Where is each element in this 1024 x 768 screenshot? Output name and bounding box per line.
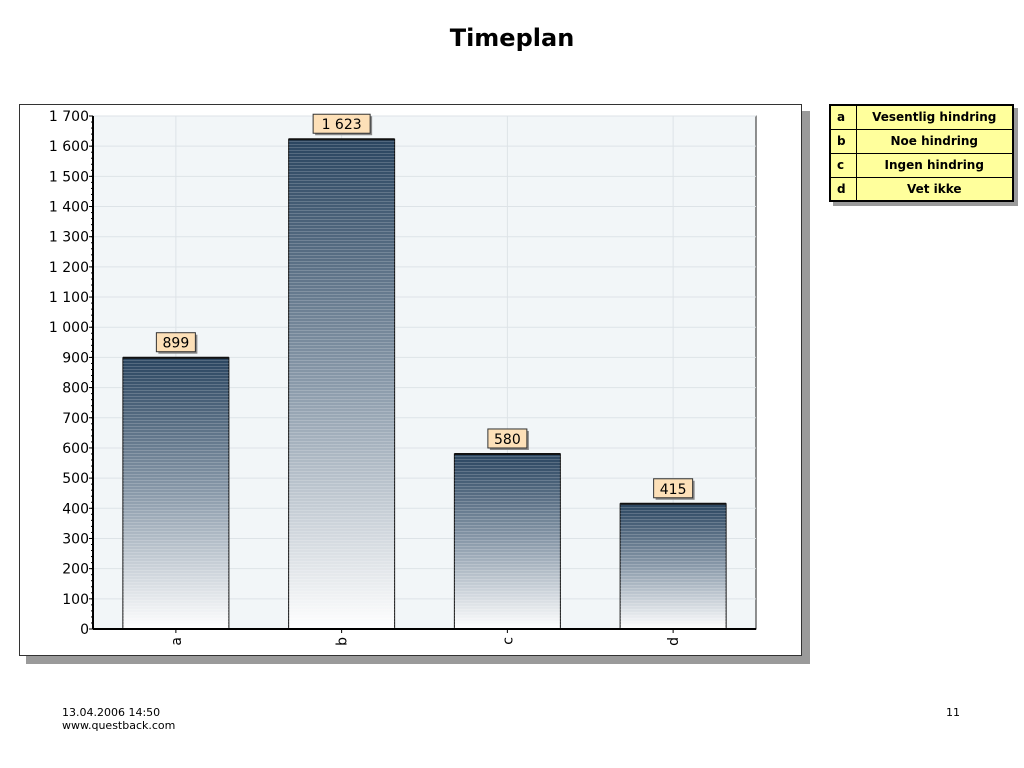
bar-stripes [288, 139, 395, 629]
data-label: 580 [494, 432, 521, 448]
bar-stripes [620, 503, 727, 629]
legend-key: b [829, 128, 857, 154]
y-tick-label: 1 400 [49, 200, 89, 216]
y-tick-label: 300 [62, 531, 89, 547]
y-tick-label: 1 700 [49, 109, 89, 125]
footer-left: 13.04.2006 14:50 www.questback.com [62, 706, 175, 732]
legend-label: Noe hindring [855, 128, 1014, 154]
y-tick-label: 900 [62, 350, 89, 366]
y-tick-label: 500 [62, 471, 89, 487]
legend-key: c [829, 152, 857, 178]
data-label-box [653, 478, 694, 499]
y-tick-label: 1 300 [49, 230, 89, 246]
x-tick-label: b [335, 637, 351, 646]
footer-datetime: 13.04.2006 14:50 [62, 706, 161, 719]
x-tick-label: a [169, 637, 185, 646]
legend-label: Vet ikke [855, 176, 1014, 202]
y-tick-label: 1 500 [49, 169, 89, 185]
data-label: 415 [660, 482, 687, 498]
bar-stripes [454, 453, 561, 629]
legend-row: c Ingen hindring [829, 152, 1014, 178]
x-tick-label: d [666, 637, 682, 646]
legend-key: a [829, 104, 857, 130]
legend-table: a Vesentlig hindring b Noe hindring c Ingen h… [829, 104, 1014, 202]
x-tick-label: c [500, 637, 516, 645]
legend-row: b Noe hindring [829, 128, 1014, 154]
y-tick-label: 1 000 [49, 320, 89, 336]
y-tick-label: 800 [62, 381, 89, 397]
y-tick-label: 700 [62, 411, 89, 427]
page-number: 11 [946, 706, 960, 719]
y-tick-label: 100 [62, 592, 89, 608]
y-tick-label: 1 100 [49, 290, 89, 306]
data-label-box [155, 332, 196, 353]
y-tick-label: 600 [62, 441, 89, 457]
legend-key: d [829, 176, 857, 202]
y-tick-label: 400 [62, 501, 89, 517]
legend-row: a Vesentlig hindring [829, 104, 1014, 130]
bar-stripes [122, 357, 229, 629]
page-title: Timeplan [449, 24, 575, 52]
y-tick-label: 1 600 [49, 139, 89, 155]
data-label: 899 [163, 336, 190, 352]
data-label-box [487, 428, 528, 449]
legend-label: Vesentlig hindring [855, 104, 1014, 130]
y-tick-label: 200 [62, 562, 89, 578]
data-label: 1 623 [322, 117, 362, 133]
y-tick-label: 1 200 [49, 260, 89, 276]
y-tick-label: 0 [80, 622, 89, 638]
legend-label: Ingen hindring [855, 152, 1014, 178]
data-label-box [312, 113, 371, 134]
legend-row: d Vet ikke [829, 176, 1014, 202]
footer-site: www.questback.com [62, 719, 176, 732]
